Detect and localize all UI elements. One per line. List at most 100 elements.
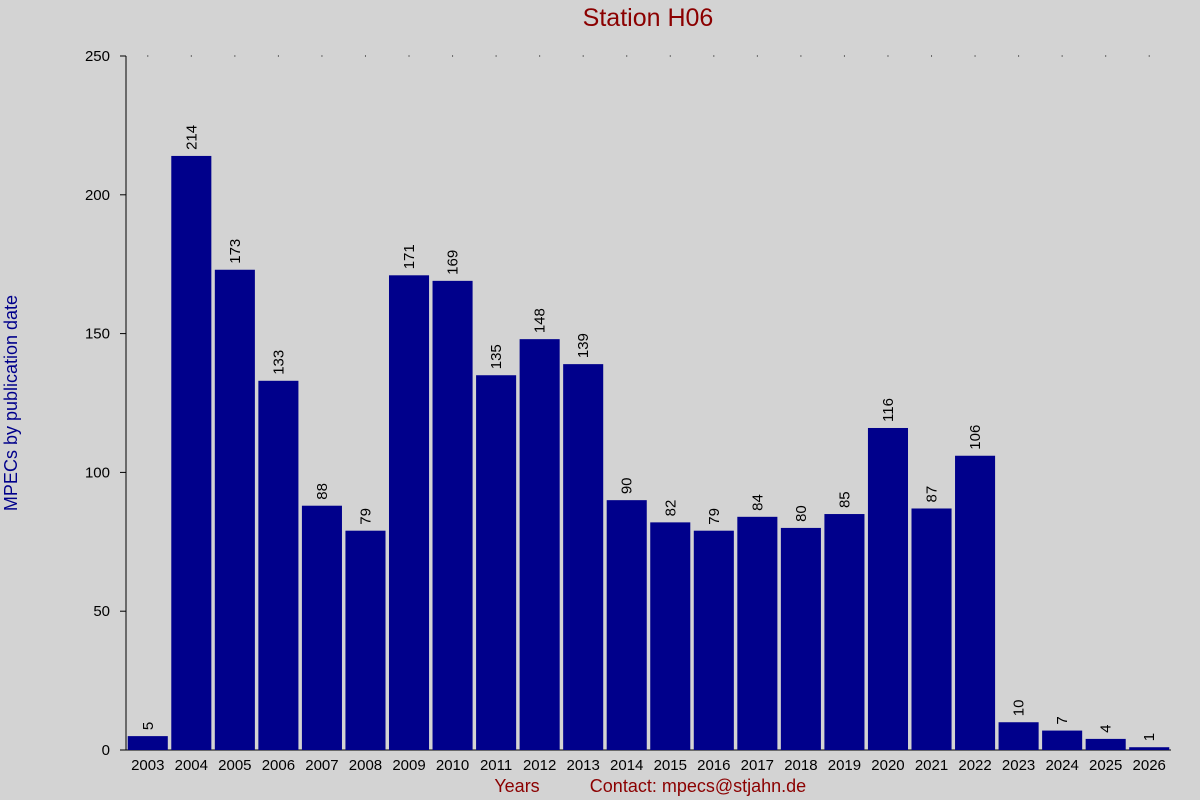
grid-layer [147, 55, 1150, 57]
x-tick-label: 2003 [131, 757, 164, 774]
grid-dot [364, 55, 366, 57]
axis-layer: 0 50 100 150 200 250 2003 2004 2005 2006 2007 2008 2… [85, 48, 1171, 774]
bar-value-label: 169 [445, 250, 462, 275]
x-tick-label: 2009 [392, 757, 425, 774]
grid-dot [234, 55, 236, 57]
grid-dot [1061, 55, 1063, 57]
bar-2018 [780, 527, 821, 750]
bar-2003 [127, 736, 168, 750]
bar-2022 [955, 455, 996, 750]
grid-dot [190, 55, 192, 57]
bar-2021 [911, 508, 952, 750]
x-tick-label: 2016 [697, 757, 730, 774]
bar-2023 [998, 722, 1039, 750]
bar-value-label: 116 [880, 398, 897, 422]
bars-layer [127, 155, 1170, 750]
bar-2015 [650, 522, 691, 750]
bar-2019 [824, 514, 865, 750]
bar-value-label: 148 [532, 308, 549, 333]
x-tick-label: 2008 [349, 757, 382, 774]
bar-value-label: 106 [967, 425, 984, 450]
bar-2005 [214, 269, 255, 750]
grid-dot [843, 55, 845, 57]
grid-dot [887, 55, 889, 57]
x-tick-label: 2023 [1002, 757, 1035, 774]
contact-text: Contact: mpecs@stjahn.de [590, 776, 806, 796]
bar-2011 [476, 375, 517, 750]
bar-value-label: 84 [749, 494, 766, 511]
x-tick-label: 2012 [523, 757, 556, 774]
bar-2008 [345, 530, 386, 750]
bar-value-label: 79 [706, 508, 723, 525]
x-tick-label: 2026 [1133, 757, 1166, 774]
bar-value-label: 1 [1141, 733, 1158, 741]
grid-dot [931, 55, 933, 57]
x-tick-label: 2021 [915, 757, 948, 774]
bar-2026 [1129, 747, 1170, 750]
grid-dot [713, 55, 715, 57]
x-axis-label: Years [494, 776, 539, 796]
bar-value-label: 7 [1054, 716, 1071, 724]
x-tick-label: 2007 [305, 757, 338, 774]
y-tick-label: 200 [85, 187, 110, 204]
bar-value-label: 85 [836, 491, 853, 508]
grid-dot [1018, 55, 1020, 57]
bar-2010 [432, 280, 473, 750]
bar-2012 [519, 339, 560, 750]
y-tick-label: 250 [85, 48, 110, 65]
grid-dot [495, 55, 497, 57]
x-tick-label: 2014 [610, 757, 643, 774]
x-tick-label: 2013 [567, 757, 600, 774]
grid-dot [539, 55, 541, 57]
x-tick-label: 2019 [828, 757, 861, 774]
x-tick-label: 2024 [1045, 757, 1078, 774]
y-tick-label: 150 [85, 326, 110, 343]
grid-dot [669, 55, 671, 57]
bar-value-label: 135 [488, 344, 505, 369]
grid-dot [974, 55, 976, 57]
grid-dot [147, 55, 149, 57]
grid-dot [582, 55, 584, 57]
x-tick-label: 2015 [654, 757, 687, 774]
x-tick-label: 2020 [871, 757, 904, 774]
bar-2020 [867, 427, 909, 750]
x-tick-label: 2022 [958, 757, 991, 774]
x-tick-label: 2005 [218, 757, 251, 774]
bar-2017 [737, 516, 778, 750]
bar-value-label: 82 [662, 500, 679, 517]
x-tick-label: 2010 [436, 757, 469, 774]
grid-dot [277, 55, 279, 57]
bar-value-label: 173 [227, 239, 244, 264]
bar-value-label: 88 [314, 483, 331, 500]
bar-2024 [1042, 730, 1083, 750]
bar-2014 [606, 500, 647, 750]
bar-value-label: 90 [619, 477, 636, 494]
x-tick-label: 2004 [175, 757, 208, 774]
bar-value-label: 5 [140, 722, 157, 730]
bar-value-label: 10 [1011, 700, 1028, 717]
y-tick-label: 0 [102, 742, 110, 759]
bar-value-label: 87 [924, 486, 941, 503]
x-tick-label: 2018 [784, 757, 817, 774]
x-tick-label: 2011 [480, 757, 512, 774]
bar-value-label: 80 [793, 505, 810, 522]
bar-2009 [388, 275, 430, 750]
chart-title: Station H06 [583, 4, 714, 32]
bar-2004 [171, 155, 212, 750]
bar-2006 [258, 380, 299, 750]
x-tick-label: 2025 [1089, 757, 1122, 774]
grid-dot [321, 55, 323, 57]
y-tick-label: 50 [93, 603, 110, 620]
y-axis-label: MPECs by publication date [1, 295, 21, 511]
bar-value-label: 171 [401, 244, 418, 269]
bar-2007 [301, 505, 342, 750]
bar-2013 [563, 364, 604, 750]
x-tick-label: 2017 [741, 757, 774, 774]
grid-dot [452, 55, 454, 57]
grid-dot [756, 55, 758, 57]
grid-dot [408, 55, 410, 57]
bar-value-label: 139 [575, 333, 592, 358]
bar-value-label: 133 [270, 350, 287, 375]
